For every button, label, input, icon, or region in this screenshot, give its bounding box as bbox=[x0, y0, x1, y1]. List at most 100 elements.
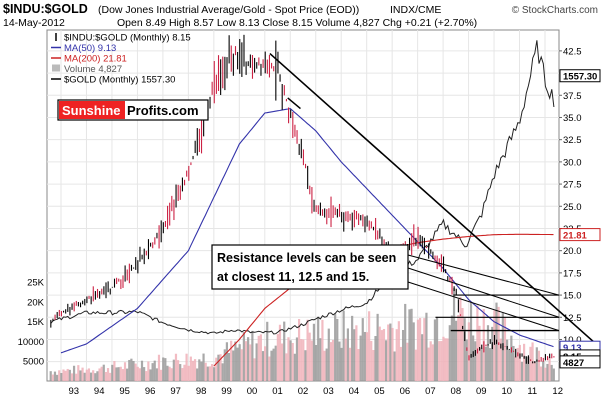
volume-bar bbox=[285, 353, 288, 381]
volume-bar bbox=[452, 288, 456, 381]
volume-bar bbox=[75, 373, 78, 381]
volume-bar bbox=[474, 341, 477, 381]
value-label-box bbox=[559, 355, 601, 369]
volume-bar bbox=[102, 364, 105, 381]
volume-bar bbox=[200, 361, 203, 381]
volume-bar bbox=[499, 338, 502, 381]
volume-bar bbox=[357, 349, 360, 381]
volume-bar bbox=[374, 336, 377, 381]
volume-bar bbox=[476, 305, 479, 381]
tick-label-right: 10.0 bbox=[563, 335, 582, 346]
volume-bar bbox=[219, 354, 222, 381]
volume-bar bbox=[329, 342, 333, 381]
volume-bar bbox=[68, 369, 71, 381]
volume-bar bbox=[493, 310, 496, 381]
volume-bar bbox=[170, 368, 173, 381]
volume-bar bbox=[227, 352, 231, 381]
volume-bar bbox=[457, 315, 460, 381]
volume-bar bbox=[111, 364, 114, 381]
volume-bar bbox=[155, 368, 158, 381]
volume-bar bbox=[461, 308, 464, 381]
legend-label: MA(50) 9.13 bbox=[64, 43, 116, 54]
volume-bar bbox=[525, 356, 528, 381]
legend-label: MA(200) 21.81 bbox=[64, 54, 127, 65]
volume-bar bbox=[512, 345, 515, 381]
volume-bar bbox=[508, 349, 511, 381]
annotation-pointer bbox=[407, 267, 560, 318]
volume-bar bbox=[126, 368, 129, 381]
value-label: 1557.30 bbox=[563, 72, 597, 83]
volume-bar bbox=[223, 349, 226, 381]
tick-label-right: 37.5 bbox=[563, 91, 582, 102]
volume-bar bbox=[340, 347, 343, 381]
volume-bar bbox=[255, 343, 258, 381]
volume-bar bbox=[370, 340, 373, 381]
tick-label-right: 15.0 bbox=[563, 291, 582, 302]
legend-swatch bbox=[52, 64, 60, 72]
volume-bar bbox=[334, 313, 337, 381]
volume-bar bbox=[134, 363, 137, 381]
annotations bbox=[269, 52, 597, 345]
volume-bar bbox=[537, 350, 541, 381]
volume-bar bbox=[234, 341, 237, 381]
volume-bar bbox=[325, 348, 328, 381]
volume-bar bbox=[310, 340, 313, 381]
tick-label-x: 06 bbox=[400, 386, 411, 397]
volume-bar bbox=[274, 345, 277, 381]
volume-bar bbox=[62, 369, 65, 381]
annotation-pointer bbox=[407, 281, 560, 332]
volume-bar bbox=[162, 357, 165, 381]
volume-bar bbox=[236, 347, 239, 381]
tick-label-right: 35.0 bbox=[563, 113, 582, 124]
volume-bar bbox=[264, 346, 267, 381]
volume-bar bbox=[72, 365, 76, 381]
volume-bar bbox=[472, 335, 475, 381]
tick-label-right: 12.5 bbox=[563, 313, 582, 324]
volume-bar bbox=[242, 332, 245, 381]
volume-bar bbox=[51, 374, 54, 381]
tick-label-right: 25.0 bbox=[563, 202, 582, 213]
resistance-annotation: Resistance levels can be seen at closest… bbox=[211, 244, 409, 290]
volume-bar bbox=[157, 354, 161, 381]
volume-bar bbox=[259, 334, 262, 381]
value-label: 4827 bbox=[563, 358, 584, 369]
volume-bar bbox=[416, 319, 420, 381]
volume-bar bbox=[385, 340, 388, 381]
volume-bar bbox=[542, 360, 545, 381]
volume-bar bbox=[106, 368, 110, 381]
volume-bar bbox=[172, 359, 175, 381]
volume-bar bbox=[53, 371, 57, 381]
tick-label-x: 08 bbox=[451, 386, 462, 397]
volume-bar bbox=[365, 332, 369, 381]
volume-bar bbox=[478, 325, 481, 381]
legend-label: Volume 4,827 bbox=[64, 64, 122, 75]
volume-bar bbox=[179, 364, 182, 381]
volume-bar bbox=[312, 323, 316, 381]
tick-label-right: 32.5 bbox=[563, 135, 582, 146]
logo-part1: Sunshine bbox=[62, 103, 121, 118]
volume-bar bbox=[361, 318, 364, 381]
annotation-line1: Resistance levels can be seen bbox=[217, 251, 396, 265]
volume-bar bbox=[168, 366, 171, 381]
volume-bar bbox=[181, 368, 184, 381]
volume-bar bbox=[444, 338, 447, 381]
volume-bar bbox=[465, 339, 468, 381]
chart-date: 14-May-2012 bbox=[3, 17, 65, 29]
volume-bar bbox=[378, 326, 381, 381]
volume-bar bbox=[221, 363, 224, 381]
volume-bar bbox=[261, 351, 265, 381]
volume-bar bbox=[206, 366, 209, 381]
volume-bar bbox=[143, 367, 146, 381]
volume-bar bbox=[442, 336, 445, 381]
price-bars bbox=[50, 34, 555, 364]
volume-bar bbox=[96, 371, 99, 381]
volume-bar bbox=[79, 370, 82, 381]
volume-bar bbox=[55, 374, 59, 381]
volume-bar bbox=[249, 344, 252, 381]
chart-title-desc: (Dow Jones Industrial Average/Gold - Spo… bbox=[98, 4, 359, 16]
volume-bar bbox=[89, 372, 93, 381]
volume-bar bbox=[418, 318, 422, 381]
volume-bar bbox=[149, 369, 152, 381]
volume-bar bbox=[389, 323, 392, 381]
volume-bar bbox=[406, 342, 409, 381]
